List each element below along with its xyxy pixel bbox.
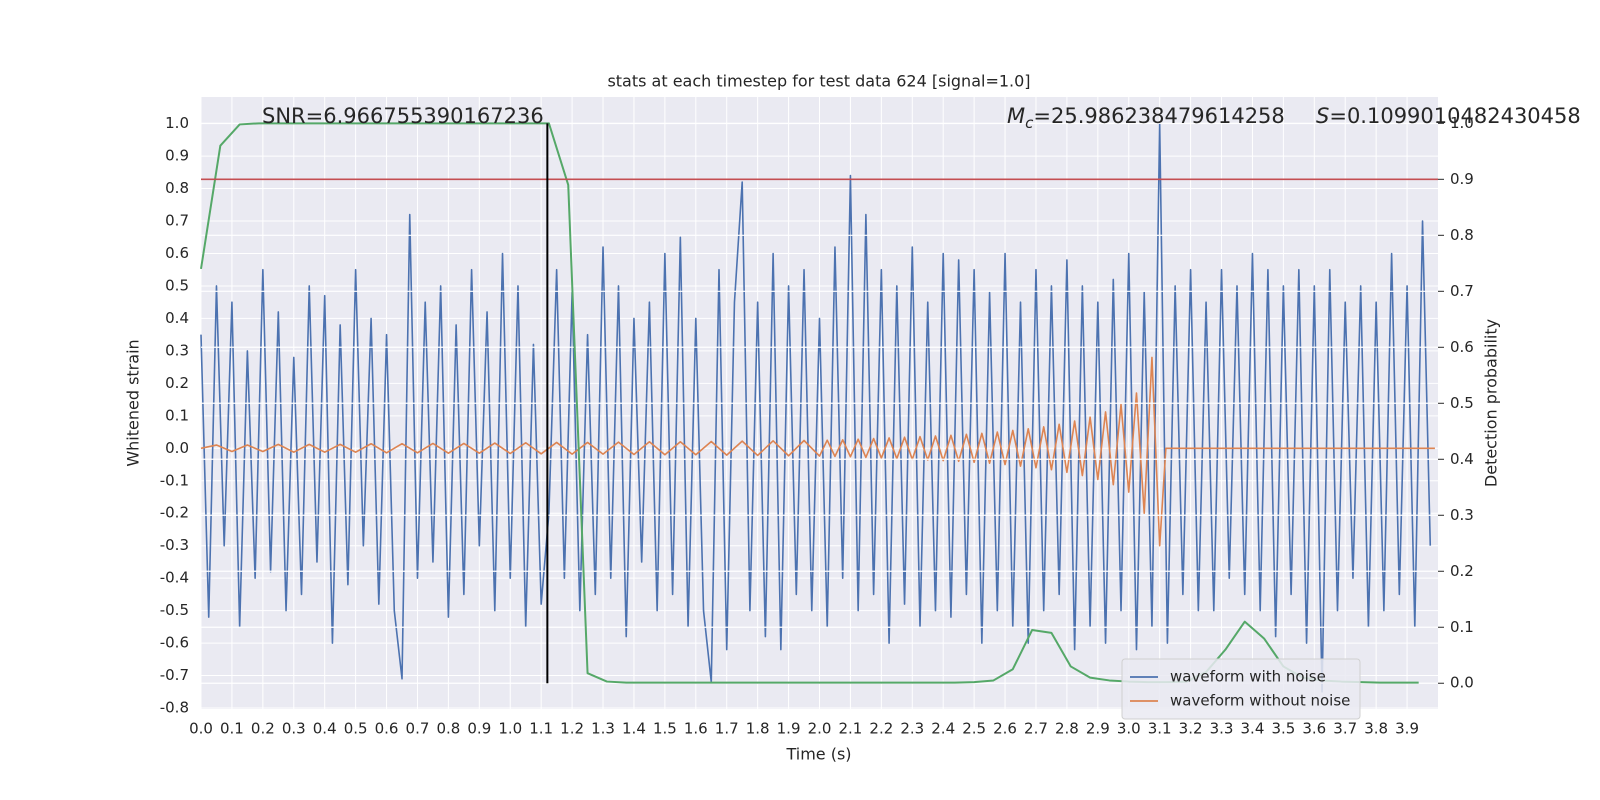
y-tick-label: 0.0 [165, 439, 189, 457]
x-tick-label: 0.9 [467, 720, 491, 738]
annotation: SNR=6.966755390167236 [262, 104, 544, 128]
x-tick-label: 3.1 [1148, 720, 1172, 738]
annotation-symbol: M [1007, 104, 1025, 128]
x-tick-label: 2.9 [1086, 720, 1110, 738]
x-tick-label: 0.8 [436, 720, 460, 738]
y-tick-label: -0.8 [160, 699, 189, 717]
y2-tick-label: 0.6 [1450, 338, 1474, 356]
x-tick-label: 1.1 [529, 720, 553, 738]
x-tick-label: 1.5 [653, 720, 677, 738]
annotation-text: =25.986238479614258 [1033, 104, 1284, 128]
x-tick-label: 3.7 [1333, 720, 1357, 738]
y2-tick-label: 1.0 [1450, 114, 1474, 132]
series-line [200, 356, 1435, 547]
annotation: Mc=25.986238479614258 [1007, 104, 1285, 132]
x-tick-label: 1.3 [591, 720, 615, 738]
y-tick-label: 0.7 [165, 212, 189, 230]
x-tick-label: 2.2 [869, 720, 893, 738]
annotation-subscript: c [1025, 114, 1034, 132]
legend-label: waveform without noise [1170, 692, 1350, 710]
y-tick-label: 0.9 [165, 147, 189, 165]
x-tick-label: 2.0 [808, 720, 832, 738]
y2-tick-label: 0.0 [1450, 674, 1474, 692]
legend-box [1121, 658, 1361, 720]
y-tick-label: 1.0 [165, 114, 189, 132]
y2-tick-label: 0.8 [1450, 226, 1474, 244]
y-tick-label: 0.3 [165, 341, 189, 359]
x-tick-label: 0.2 [251, 720, 275, 738]
x-tick-label: 1.8 [746, 720, 770, 738]
x-tick-label: 1.7 [715, 720, 739, 738]
y2-tick-label: 0.1 [1450, 618, 1474, 636]
x-tick-label: 0.1 [220, 720, 244, 738]
x-tick-label: 3.9 [1395, 720, 1419, 738]
x-tick-label: 0.5 [344, 720, 368, 738]
x-tick-label: 2.7 [1024, 720, 1048, 738]
x-tick-label: 1.9 [777, 720, 801, 738]
annotation-symbol: S [1316, 104, 1329, 128]
y-tick-label: -0.5 [160, 601, 189, 619]
x-tick-label: 2.3 [900, 720, 924, 738]
y-tick-label: 0.5 [165, 276, 189, 294]
x-tick-label: 2.6 [993, 720, 1017, 738]
x-tick-label: 0.0 [189, 720, 213, 738]
x-tick-label: 0.6 [375, 720, 399, 738]
y-tick-label: 0.4 [165, 309, 189, 327]
y2-tick-label: 0.5 [1450, 394, 1474, 412]
y2-tick-label: 0.2 [1450, 562, 1474, 580]
x-tick-label: 2.8 [1055, 720, 1079, 738]
x-tick-label: 2.1 [838, 720, 862, 738]
y-tick-label: -0.1 [160, 471, 189, 489]
y2-tick-label: 0.3 [1450, 506, 1474, 524]
y-axis-label: Whitened strain [124, 339, 143, 466]
x-tick-label: 2.5 [962, 720, 986, 738]
x-tick-label: 0.4 [313, 720, 337, 738]
y-tick-label: 0.8 [165, 179, 189, 197]
x-tick-label: 3.6 [1302, 720, 1326, 738]
x-tick-label: 1.2 [560, 720, 584, 738]
x-tick-label: 1.0 [498, 720, 522, 738]
y-tick-label: -0.2 [160, 504, 189, 522]
y-tick-label: -0.4 [160, 569, 189, 587]
x-tick-label: 3.2 [1179, 720, 1203, 738]
x-tick-label: 1.4 [622, 720, 646, 738]
x-tick-label: 0.3 [282, 720, 306, 738]
x-tick-label: 3.5 [1271, 720, 1295, 738]
y2-tick-label: 0.7 [1450, 282, 1474, 300]
x-tick-label: 2.4 [931, 720, 955, 738]
legend-label: waveform with noise [1170, 668, 1326, 686]
y-tick-label: 0.6 [165, 244, 189, 262]
x-axis-label: Time (s) [785, 745, 851, 764]
annotation: S=0.1099010482430458 [1316, 104, 1581, 128]
y2-axis-label: Detection probability [1482, 319, 1501, 487]
y-tick-label: -0.3 [160, 536, 189, 554]
x-tick-label: 1.6 [684, 720, 708, 738]
x-tick-label: 3.3 [1210, 720, 1234, 738]
y-tick-label: 0.1 [165, 406, 189, 424]
x-tick-label: 3.8 [1364, 720, 1388, 738]
annotation-text: =0.1099010482430458 [1329, 104, 1580, 128]
chart-title: stats at each timestep for test data 624… [607, 72, 1030, 91]
legend: waveform with noise waveform without nois… [1121, 658, 1361, 720]
x-tick-label: 0.7 [406, 720, 430, 738]
y2-tick-label: 0.9 [1450, 170, 1474, 188]
y-tick-label: 0.2 [165, 374, 189, 392]
y-tick-label: -0.7 [160, 666, 189, 684]
x-tick-label: 3.0 [1117, 720, 1141, 738]
x-tick-label: 3.4 [1241, 720, 1265, 738]
y2-tick-label: 0.4 [1450, 450, 1474, 468]
y-tick-label: -0.6 [160, 634, 189, 652]
